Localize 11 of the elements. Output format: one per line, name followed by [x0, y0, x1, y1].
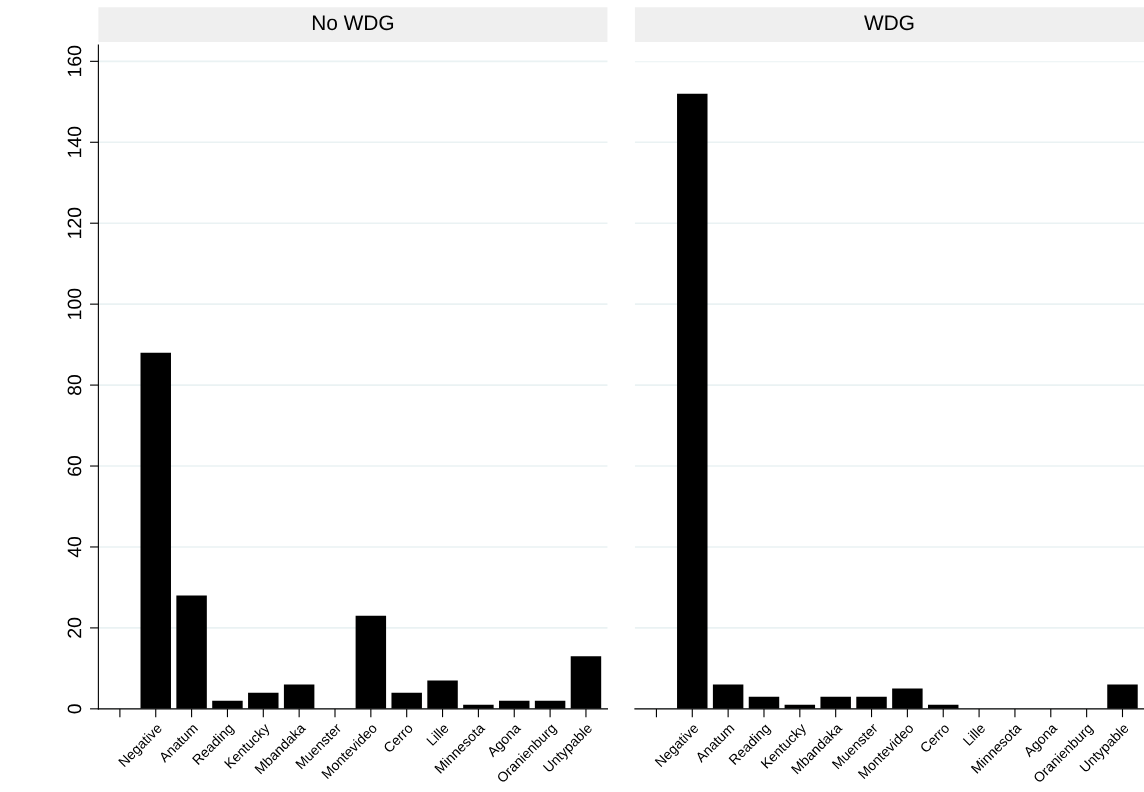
chart-title: No WDG — [312, 15, 394, 31]
y-tick-label: 100 — [67, 288, 82, 319]
y-tick-label: 120 — [67, 207, 82, 238]
y-tick-label: 160 — [67, 45, 82, 77]
y-tick-label: 0 — [67, 704, 82, 714]
y-tick-label: 40 — [67, 536, 82, 558]
y-tick-label: 20 — [67, 617, 82, 638]
y-tick-label: 60 — [67, 455, 82, 476]
y-tick-label: 80 — [67, 375, 82, 396]
y-tick-label: 140 — [67, 126, 82, 158]
chart-title: WDG — [864, 15, 914, 31]
